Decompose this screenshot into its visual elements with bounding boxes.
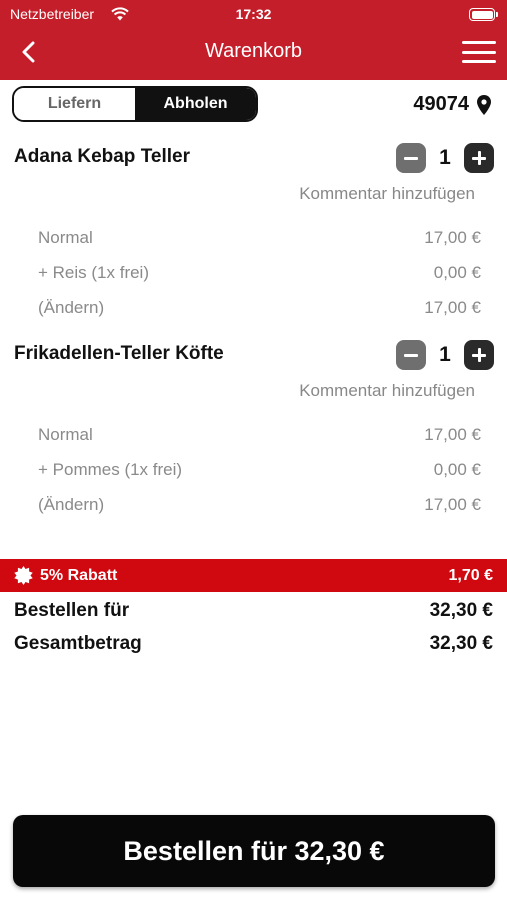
- option-line: + Pommes (1x frei) 0,00 €: [38, 460, 481, 480]
- option-label: + Reis (1x frei): [38, 263, 149, 282]
- battery-icon: [469, 8, 498, 21]
- toggle-option-abholen[interactable]: Abholen: [135, 88, 256, 120]
- quantity-value: 1: [439, 343, 451, 366]
- app-header: Netzbetreiber 17:32 Warenkorb: [0, 0, 507, 80]
- option-label: Normal: [38, 228, 93, 247]
- carrier-name: Netzbetreiber: [10, 6, 95, 22]
- decrease-quantity-button[interactable]: [396, 143, 426, 173]
- place-order-button[interactable]: Bestellen für 32,30 €: [13, 815, 495, 887]
- option-price: 0,00 €: [433, 460, 481, 479]
- option-price: 17,00 €: [424, 425, 481, 444]
- page-title: Warenkorb: [204, 40, 303, 62]
- discount-badge-icon: [14, 566, 33, 585]
- total-label: Gesamtbetrag: [14, 633, 142, 654]
- wifi-icon: [111, 7, 129, 21]
- option-price: 17,00 €: [424, 495, 481, 514]
- delivery-mode-toggle: Liefern Abholen: [12, 86, 258, 122]
- quantity-value: 1: [439, 146, 451, 169]
- toggle-option-liefern[interactable]: Liefern: [14, 88, 135, 120]
- postal-code: 49074: [413, 93, 469, 115]
- location-pin-icon: [477, 94, 491, 115]
- quantity-stepper: 1: [396, 143, 494, 173]
- subtotal-value: 32,30 €: [429, 600, 493, 621]
- option-price: 0,00 €: [433, 263, 481, 282]
- postal-code-selector[interactable]: 49074: [413, 93, 491, 116]
- quantity-stepper: 1: [396, 340, 494, 370]
- item-name: Adana Kebap Teller: [14, 146, 190, 167]
- option-line: Normal 17,00 €: [38, 425, 481, 445]
- add-comment-link[interactable]: Kommentar hinzufügen: [299, 381, 475, 400]
- back-button[interactable]: [14, 38, 42, 66]
- status-time: 17:32: [235, 6, 272, 22]
- change-options-link[interactable]: (Ändern): [38, 495, 105, 514]
- option-line: (Ändern) 17,00 €: [38, 298, 481, 318]
- increase-quantity-button[interactable]: [464, 340, 494, 370]
- option-label: + Pommes (1x frei): [38, 460, 183, 479]
- add-comment-link[interactable]: Kommentar hinzufügen: [299, 184, 475, 203]
- option-label: Normal: [38, 425, 93, 444]
- total-row: Gesamtbetrag 32,30 €: [14, 633, 493, 655]
- subtotal-row: Bestellen für 32,30 €: [14, 600, 493, 622]
- status-bar: Netzbetreiber 17:32: [0, 4, 507, 24]
- subtotal-label: Bestellen für: [14, 600, 130, 621]
- total-value: 32,30 €: [429, 633, 493, 654]
- decrease-quantity-button[interactable]: [396, 340, 426, 370]
- discount-bar: 5% Rabatt 1,70 €: [0, 559, 507, 592]
- option-price: 17,00 €: [424, 228, 481, 247]
- minus-icon: [404, 353, 418, 357]
- option-price: 17,00 €: [424, 298, 481, 317]
- menu-button[interactable]: [461, 38, 497, 66]
- chevron-left-icon: [22, 41, 35, 63]
- increase-quantity-button[interactable]: [464, 143, 494, 173]
- option-line: + Reis (1x frei) 0,00 €: [38, 263, 481, 283]
- option-line: (Ändern) 17,00 €: [38, 495, 481, 515]
- nav-bar: Warenkorb: [0, 30, 507, 74]
- change-options-link[interactable]: (Ändern): [38, 298, 105, 317]
- hamburger-icon: [462, 41, 496, 44]
- minus-icon: [404, 156, 418, 160]
- option-line: Normal 17,00 €: [38, 228, 481, 248]
- item-name: Frikadellen-Teller Köfte: [14, 343, 224, 364]
- discount-amount: 1,70 €: [448, 567, 493, 584]
- discount-label: 5% Rabatt: [40, 567, 118, 584]
